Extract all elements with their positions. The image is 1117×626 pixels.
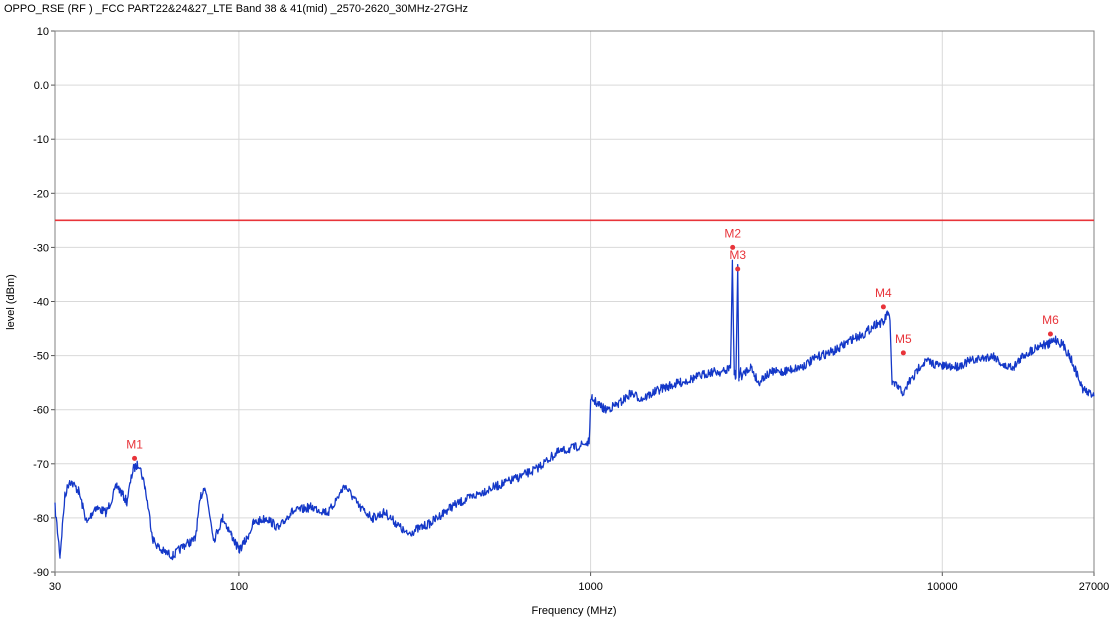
y-axis-title: level (dBm) — [5, 274, 17, 330]
marker-point — [880, 304, 886, 310]
marker-point — [900, 350, 906, 356]
y-tick-label: 10 — [37, 26, 49, 38]
x-tick-label: 30 — [49, 581, 61, 593]
y-tick-label: -10 — [33, 134, 49, 146]
x-axis-title: Frequency (MHz) — [532, 605, 617, 617]
y-tick-label: -60 — [33, 405, 49, 417]
grid-layer — [54, 30, 1095, 573]
y-tick-label: -80 — [33, 513, 49, 525]
marker-point — [735, 266, 741, 272]
marker-point — [730, 244, 736, 250]
x-tick-label: 100 — [230, 581, 248, 593]
x-tick-label: 1000 — [578, 581, 602, 593]
y-tick-label: -50 — [33, 351, 49, 363]
marker-label: M4 — [875, 286, 892, 300]
y-tick-label: -70 — [33, 459, 49, 471]
marker-point — [132, 455, 138, 461]
x-tick-label: 10000 — [927, 581, 958, 593]
marker-label: M6 — [1042, 313, 1059, 327]
y-tick-label: -20 — [33, 188, 49, 200]
chart-title: OPPO_RSE (RF ) _FCC PART22&24&27_LTE Ban… — [4, 3, 469, 15]
marker-label: M3 — [729, 248, 746, 262]
y-tick-label: -90 — [33, 567, 49, 579]
markers-layer: M1 M2 M3 M4 M5 M6 — [126, 226, 1059, 461]
series-trace — [54, 259, 1095, 561]
marker-label: M2 — [724, 226, 741, 240]
y-tick-label: -30 — [33, 242, 49, 254]
marker-point — [1047, 331, 1053, 337]
plot-border — [54, 30, 1095, 573]
marker-label: M5 — [895, 332, 912, 346]
y-tick-label: -40 — [33, 297, 49, 309]
x-tick-label: 27000 — [1079, 581, 1110, 593]
y-tick-label: 0.0 — [34, 80, 49, 92]
labels-layer: Frequency (MHz) level (dBm) — [5, 274, 616, 617]
series-layer — [54, 219, 1095, 561]
marker-label: M1 — [126, 437, 143, 451]
